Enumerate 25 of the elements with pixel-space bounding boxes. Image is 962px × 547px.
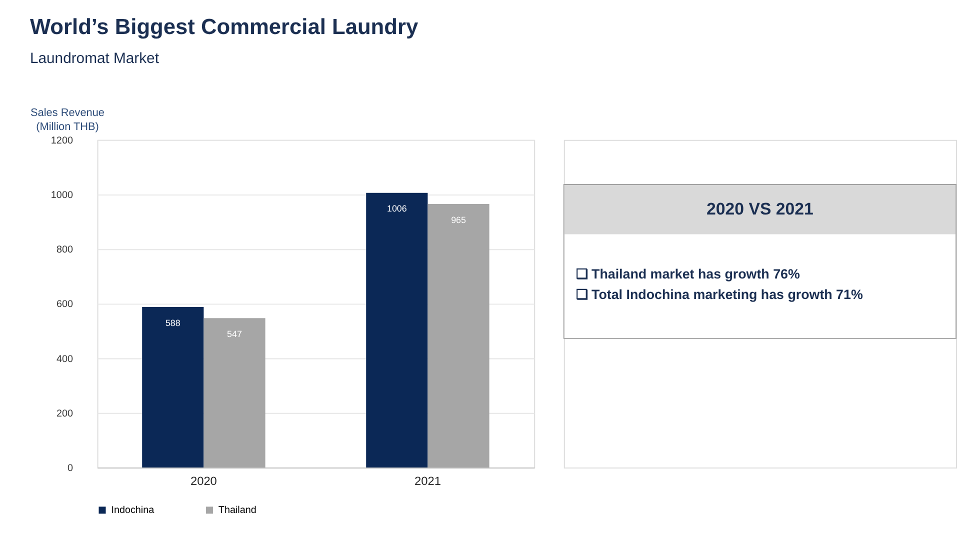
y-tick-label: 200: [56, 408, 74, 420]
data-label: 588: [165, 318, 180, 328]
data-label: 547: [227, 329, 242, 340]
text: 2020 VS 2021: [706, 199, 814, 218]
x-tick-label: 2020: [190, 474, 218, 488]
bar: [204, 318, 266, 468]
y-tick-label: 800: [56, 244, 74, 256]
data-label: 965: [451, 214, 466, 225]
y-tick-label: 400: [56, 354, 74, 365]
legend-label: Indochina: [111, 505, 155, 516]
bar: [428, 204, 490, 468]
y-tick-label: 1200: [50, 135, 74, 146]
y-tick-label: 0: [67, 462, 74, 474]
legend-label: Thailand: [218, 505, 256, 516]
bar: [142, 306, 204, 468]
text: ❑ Total Indochina marketing has growth 71%: [576, 287, 863, 302]
y-tick-label: 1000: [50, 190, 74, 201]
x-tick-label: 2021: [414, 474, 442, 488]
chart-title: World’s Biggest Commercial Laundry: [30, 14, 419, 40]
chart-subtitle: Laundromat Market: [30, 50, 160, 67]
y-axis-title: Sales Revenue (Million THB): [30, 107, 104, 133]
y-tick-label: 600: [56, 299, 74, 310]
data-label: 1006: [386, 204, 407, 214]
bar: [366, 192, 428, 468]
text: ❑ Thailand market has growth 76%: [576, 266, 800, 282]
